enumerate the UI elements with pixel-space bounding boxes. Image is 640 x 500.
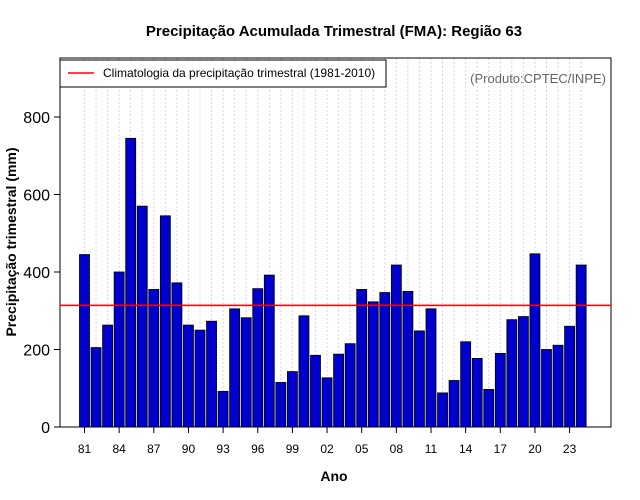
bar	[229, 308, 241, 428]
bar	[159, 215, 171, 428]
x-tick-label: 02	[320, 442, 334, 456]
bar	[263, 274, 275, 428]
bar	[286, 371, 298, 428]
y-axis-title: Precipitação trimestral (mm)	[3, 147, 19, 336]
bar	[425, 308, 437, 428]
y-tick-label: 800	[23, 110, 50, 127]
bar	[552, 344, 564, 428]
x-tick-label: 08	[390, 442, 404, 456]
bar	[529, 253, 541, 428]
bar	[125, 137, 137, 428]
bar	[171, 282, 183, 428]
bar	[183, 324, 194, 428]
bar	[148, 289, 160, 428]
x-tick-label: 93	[216, 442, 230, 456]
x-axis: 81 84 87 90 93 96 99 02 05 08 11 14 17 20 23	[78, 427, 577, 456]
x-tick-label: 84	[112, 442, 126, 456]
y-tick-label: 0	[41, 420, 50, 437]
bar	[460, 341, 472, 428]
bar	[136, 205, 148, 428]
bar	[275, 382, 287, 428]
bar	[506, 319, 518, 428]
bar	[79, 254, 90, 428]
x-tick-label: 23	[563, 442, 577, 456]
x-tick-label: 11	[425, 442, 438, 456]
x-tick-label: 17	[494, 442, 508, 456]
y-tick-label: 600	[23, 188, 50, 205]
bar	[437, 392, 448, 428]
legend-label: Climatologia da precipitação trimestral …	[103, 66, 375, 80]
bars	[79, 137, 587, 428]
credit-text: (Produto:CPTEC/INPE)	[470, 71, 606, 86]
legend: Climatologia da precipitação trimestral …	[59, 59, 387, 88]
y-tick-label: 400	[23, 265, 50, 282]
bar	[356, 289, 368, 428]
bar	[252, 288, 264, 428]
bar	[240, 317, 252, 428]
x-tick-label: 14	[459, 442, 473, 456]
bar	[194, 329, 206, 428]
bar	[217, 390, 229, 428]
bar	[298, 315, 310, 428]
y-tick-label: 200	[23, 343, 50, 360]
x-axis-title: Ano	[320, 468, 347, 484]
chart-title: Precipitação Acumulada Trimestral (FMA):…	[146, 23, 522, 40]
bar	[344, 343, 356, 428]
bar	[518, 316, 529, 428]
bar	[113, 271, 125, 428]
bar	[310, 354, 321, 428]
x-tick-label: 96	[251, 442, 265, 456]
bar	[321, 377, 333, 428]
bar	[541, 349, 552, 428]
bar	[206, 320, 217, 428]
x-tick-label: 99	[286, 442, 300, 456]
bar	[90, 347, 102, 428]
bar	[564, 325, 575, 428]
bar	[333, 353, 345, 428]
bar	[402, 290, 414, 428]
bar	[483, 389, 495, 428]
x-tick-label: 87	[147, 442, 161, 456]
legend-box	[59, 59, 387, 88]
x-tick-label: 20	[528, 442, 542, 456]
bar	[448, 380, 460, 428]
bar	[102, 324, 113, 428]
x-tick-label: 90	[182, 442, 196, 456]
bar	[414, 330, 425, 428]
y-axis: 0 200 400 600 800	[23, 110, 60, 437]
x-tick-label: 81	[78, 442, 92, 456]
bar	[367, 301, 379, 428]
bar	[379, 292, 391, 428]
bar	[575, 264, 587, 428]
bar	[471, 358, 483, 428]
x-tick-label: 05	[355, 442, 369, 456]
bar	[494, 352, 506, 428]
bar	[390, 264, 402, 428]
